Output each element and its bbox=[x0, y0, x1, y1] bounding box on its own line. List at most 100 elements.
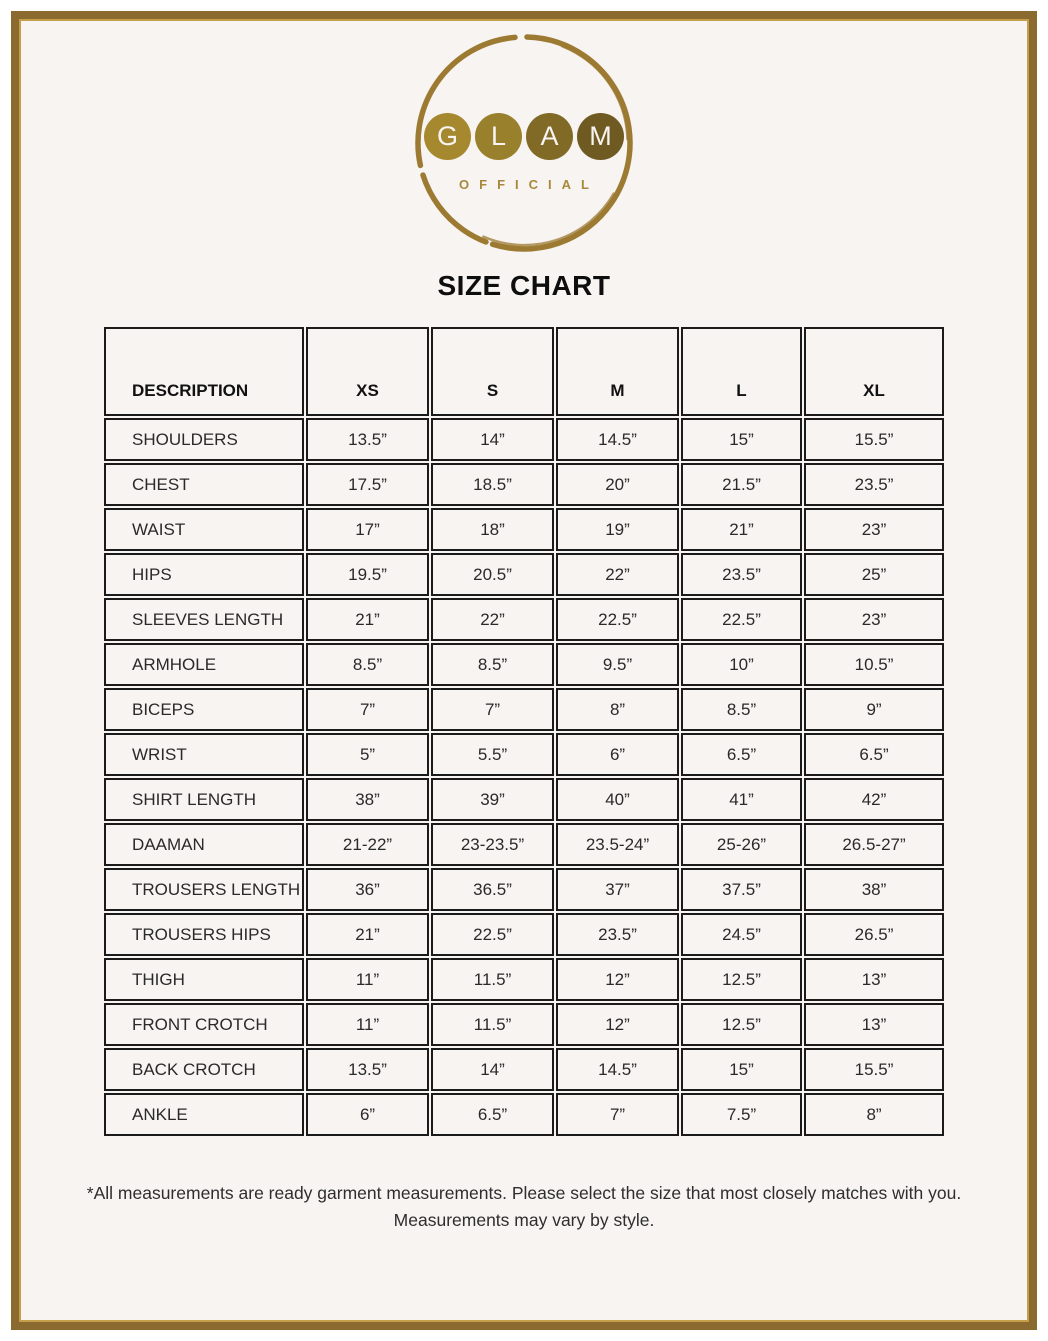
size-value-cell: 25-26” bbox=[681, 823, 802, 866]
column-header-s: S bbox=[431, 327, 554, 416]
size-value-cell: 15.5” bbox=[804, 418, 944, 461]
size-value-cell: 36” bbox=[306, 868, 429, 911]
size-value-cell: 39” bbox=[431, 778, 554, 821]
size-value-cell: 23.5” bbox=[681, 553, 802, 596]
table-row: THIGH 11” 11.5” 12” 12.5” 13” bbox=[104, 958, 944, 1001]
size-value-cell: 6.5” bbox=[804, 733, 944, 776]
size-value-cell: 7” bbox=[556, 1093, 679, 1136]
size-value-cell: 20.5” bbox=[431, 553, 554, 596]
size-value-cell: 22.5” bbox=[681, 598, 802, 641]
size-value-cell: 42” bbox=[804, 778, 944, 821]
brand-letter-g: G bbox=[424, 113, 471, 160]
row-label: BACK CROTCH bbox=[104, 1048, 304, 1091]
row-label: SLEEVES LENGTH bbox=[104, 598, 304, 641]
table-row: FRONT CROTCH 11” 11.5” 12” 12.5” 13” bbox=[104, 1003, 944, 1046]
size-value-cell: 23” bbox=[804, 598, 944, 641]
footnote-line-1: *All measurements are ready garment meas… bbox=[86, 1183, 962, 1203]
size-value-cell: 40” bbox=[556, 778, 679, 821]
row-label: FRONT CROTCH bbox=[104, 1003, 304, 1046]
table-row: BICEPS 7” 7” 8” 8.5” 9” bbox=[104, 688, 944, 731]
page-title: SIZE CHART bbox=[437, 270, 611, 301]
row-label: SHOULDERS bbox=[104, 418, 304, 461]
size-value-cell: 15” bbox=[681, 418, 802, 461]
size-value-cell: 19.5” bbox=[306, 553, 429, 596]
size-value-cell: 17” bbox=[306, 508, 429, 551]
brand-letter-m: M bbox=[577, 113, 624, 160]
size-value-cell: 6” bbox=[556, 733, 679, 776]
size-value-cell: 14” bbox=[431, 1048, 554, 1091]
table-row: WAIST 17” 18” 19” 21” 23” bbox=[104, 508, 944, 551]
size-value-cell: 22” bbox=[431, 598, 554, 641]
size-value-cell: 5” bbox=[306, 733, 429, 776]
table-row: CHEST 17.5” 18.5” 20” 21.5” 23.5” bbox=[104, 463, 944, 506]
table-row: SHOULDERS 13.5” 14” 14.5” 15” 15.5” bbox=[104, 418, 944, 461]
size-value-cell: 26.5” bbox=[804, 913, 944, 956]
table-row: WRIST 5” 5.5” 6” 6.5” 6.5” bbox=[104, 733, 944, 776]
table-row: HIPS 19.5” 20.5” 22” 23.5” 25” bbox=[104, 553, 944, 596]
size-value-cell: 14.5” bbox=[556, 418, 679, 461]
size-value-cell: 11.5” bbox=[431, 1003, 554, 1046]
table-row: BACK CROTCH 13.5” 14” 14.5” 15” 15.5” bbox=[104, 1048, 944, 1091]
table-row: ANKLE 6” 6.5” 7” 7.5” 8” bbox=[104, 1093, 944, 1136]
row-label: WAIST bbox=[104, 508, 304, 551]
brand-subtitle: OFFICIAL bbox=[459, 177, 599, 192]
size-value-cell: 7” bbox=[306, 688, 429, 731]
size-value-cell: 23-23.5” bbox=[431, 823, 554, 866]
size-value-cell: 8.5” bbox=[306, 643, 429, 686]
size-value-cell: 8.5” bbox=[431, 643, 554, 686]
column-header-description: DESCRIPTION bbox=[104, 327, 304, 416]
table-row: ARMHOLE 8.5” 8.5” 9.5” 10” 10.5” bbox=[104, 643, 944, 686]
size-value-cell: 13” bbox=[804, 1003, 944, 1046]
table-row: DAAMAN 21-22” 23-23.5” 23.5-24” 25-26” 26.5-2… bbox=[104, 823, 944, 866]
size-table-body: SHOULDERS 13.5” 14” 14.5” 15” 15.5” CHEST 17.5”… bbox=[104, 418, 944, 1136]
footnote-line-2: Measurements may vary by style. bbox=[393, 1210, 655, 1231]
row-label: DAAMAN bbox=[104, 823, 304, 866]
size-value-cell: 23.5” bbox=[556, 913, 679, 956]
size-value-cell: 9.5” bbox=[556, 643, 679, 686]
row-label: CHEST bbox=[104, 463, 304, 506]
row-label: THIGH bbox=[104, 958, 304, 1001]
size-value-cell: 5.5” bbox=[431, 733, 554, 776]
size-value-cell: 6.5” bbox=[431, 1093, 554, 1136]
size-value-cell: 8.5” bbox=[681, 688, 802, 731]
size-value-cell: 12.5” bbox=[681, 1003, 802, 1046]
size-value-cell: 21” bbox=[306, 598, 429, 641]
row-label: ARMHOLE bbox=[104, 643, 304, 686]
size-value-cell: 18.5” bbox=[431, 463, 554, 506]
size-value-cell: 19” bbox=[556, 508, 679, 551]
size-value-cell: 7.5” bbox=[681, 1093, 802, 1136]
size-value-cell: 6.5” bbox=[681, 733, 802, 776]
size-value-cell: 41” bbox=[681, 778, 802, 821]
size-value-cell: 20” bbox=[556, 463, 679, 506]
size-value-cell: 18” bbox=[431, 508, 554, 551]
column-header-m: M bbox=[556, 327, 679, 416]
size-table-header: DESCRIPTION XS S M L XL bbox=[104, 327, 944, 416]
size-value-cell: 25” bbox=[804, 553, 944, 596]
row-label: WRIST bbox=[104, 733, 304, 776]
size-value-cell: 23.5” bbox=[804, 463, 944, 506]
table-row: TROUSERS LENGTH 36” 36.5” 37” 37.5” 38” bbox=[104, 868, 944, 911]
row-label: HIPS bbox=[104, 553, 304, 596]
size-value-cell: 10” bbox=[681, 643, 802, 686]
size-value-cell: 13” bbox=[804, 958, 944, 1001]
size-value-cell: 23.5-24” bbox=[556, 823, 679, 866]
size-value-cell: 12” bbox=[556, 958, 679, 1001]
header-row: DESCRIPTION XS S M L XL bbox=[104, 327, 944, 416]
size-value-cell: 15” bbox=[681, 1048, 802, 1091]
size-value-cell: 8” bbox=[556, 688, 679, 731]
size-value-cell: 13.5” bbox=[306, 1048, 429, 1091]
size-value-cell: 10.5” bbox=[804, 643, 944, 686]
row-label: BICEPS bbox=[104, 688, 304, 731]
size-value-cell: 36.5” bbox=[431, 868, 554, 911]
size-value-cell: 14” bbox=[431, 418, 554, 461]
size-value-cell: 23” bbox=[804, 508, 944, 551]
size-value-cell: 22.5” bbox=[556, 598, 679, 641]
size-value-cell: 9” bbox=[804, 688, 944, 731]
brand-letter-a: A bbox=[526, 113, 573, 160]
size-table: DESCRIPTION XS S M L XL SHOULDERS 13.5” 14” 14.5… bbox=[102, 325, 946, 1138]
column-header-xs: XS bbox=[306, 327, 429, 416]
